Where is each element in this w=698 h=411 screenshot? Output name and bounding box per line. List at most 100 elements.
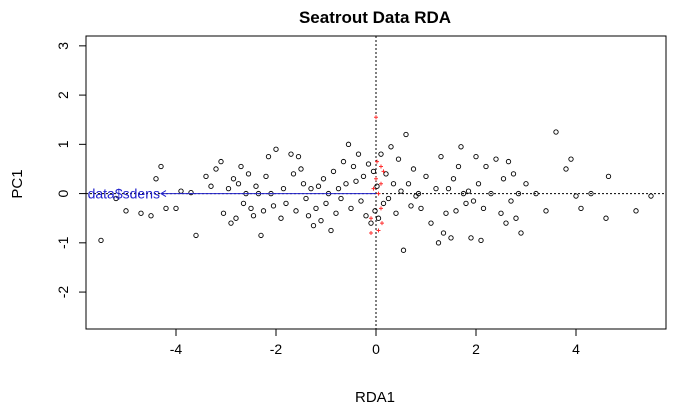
site-point [448, 235, 454, 241]
site-point [253, 183, 259, 189]
y-tick-label: 1 [55, 140, 71, 148]
site-point [298, 166, 304, 172]
site-point [510, 171, 517, 177]
site-point [193, 232, 199, 239]
biplot-arrowhead [160, 190, 167, 198]
site-point [480, 205, 487, 212]
site-point [263, 173, 269, 179]
site-point [363, 213, 369, 219]
site-point [603, 215, 609, 221]
site-point [323, 200, 329, 207]
site-point [365, 161, 372, 167]
species-point [380, 221, 384, 226]
site-point [400, 247, 407, 253]
biplot-arrow-label: data$sdens [88, 186, 160, 202]
x-tick-label: 2 [472, 341, 480, 357]
site-point [508, 198, 514, 204]
site-point [338, 195, 344, 202]
x-tick-label: -2 [270, 341, 283, 357]
site-point [303, 195, 309, 202]
chart-title: Seatrout Data RDA [299, 8, 451, 27]
y-tick-label: -2 [55, 286, 71, 299]
site-point [335, 186, 342, 192]
site-point [378, 151, 384, 157]
site-point [473, 153, 479, 160]
site-point [153, 176, 159, 182]
site-point [578, 205, 584, 212]
site-point [348, 205, 354, 212]
site-point [278, 215, 284, 221]
site-point [513, 215, 519, 221]
site-point [410, 166, 417, 172]
site-point [648, 193, 654, 199]
site-point [468, 235, 474, 241]
site-point [350, 163, 357, 170]
site-point [415, 190, 422, 197]
site-point [433, 186, 439, 192]
site-point [465, 188, 472, 194]
species-points [369, 115, 386, 235]
x-axis-label: RDA1 [355, 389, 395, 406]
x-tick-label: 4 [572, 341, 580, 357]
site-point [288, 151, 294, 157]
site-point [233, 215, 239, 221]
site-point [265, 153, 272, 160]
site-point [358, 198, 364, 204]
site-point [300, 181, 307, 187]
site-point [463, 200, 469, 207]
site-points [98, 129, 654, 253]
x-tick-label: -4 [170, 341, 183, 357]
site-point [163, 205, 169, 212]
site-point [518, 230, 524, 236]
site-point [138, 210, 144, 216]
site-point [385, 195, 392, 202]
site-point [330, 168, 337, 175]
y-tick-label: 0 [55, 189, 71, 197]
site-point [333, 210, 339, 216]
species-point [381, 169, 386, 174]
species-point [379, 181, 383, 186]
site-point [208, 183, 214, 189]
site-point [458, 144, 464, 150]
site-point [203, 173, 209, 179]
site-point [220, 210, 227, 216]
site-point [370, 168, 377, 175]
site-point [503, 220, 509, 226]
site-point [318, 218, 324, 224]
y-tick-label: 3 [55, 42, 71, 50]
species-point [374, 115, 378, 120]
site-point [340, 158, 347, 165]
site-point [515, 190, 522, 197]
site-point [368, 220, 374, 226]
site-point [295, 153, 302, 160]
site-point [235, 181, 242, 187]
site-point [498, 210, 504, 216]
site-point [395, 156, 402, 162]
site-point [408, 203, 414, 209]
site-point [345, 141, 352, 147]
site-point [633, 208, 639, 214]
site-point [393, 210, 399, 216]
site-point [445, 186, 452, 192]
site-point [98, 237, 104, 244]
species-point [375, 159, 379, 164]
species-point [376, 228, 381, 233]
site-point [398, 188, 404, 194]
site-point [543, 208, 549, 214]
y-axis-label: PC1 [9, 169, 26, 198]
site-point [258, 232, 264, 239]
site-point [375, 215, 382, 221]
site-point [455, 163, 462, 170]
site-point [460, 190, 467, 197]
site-point [343, 181, 349, 187]
site-point [443, 210, 449, 216]
site-point [250, 213, 257, 219]
site-point [353, 178, 359, 184]
site-point [568, 156, 574, 162]
site-point [225, 186, 232, 192]
site-point [450, 176, 457, 182]
site-point [475, 181, 482, 187]
site-point [113, 195, 119, 202]
site-point [588, 190, 594, 197]
site-point [178, 188, 184, 194]
